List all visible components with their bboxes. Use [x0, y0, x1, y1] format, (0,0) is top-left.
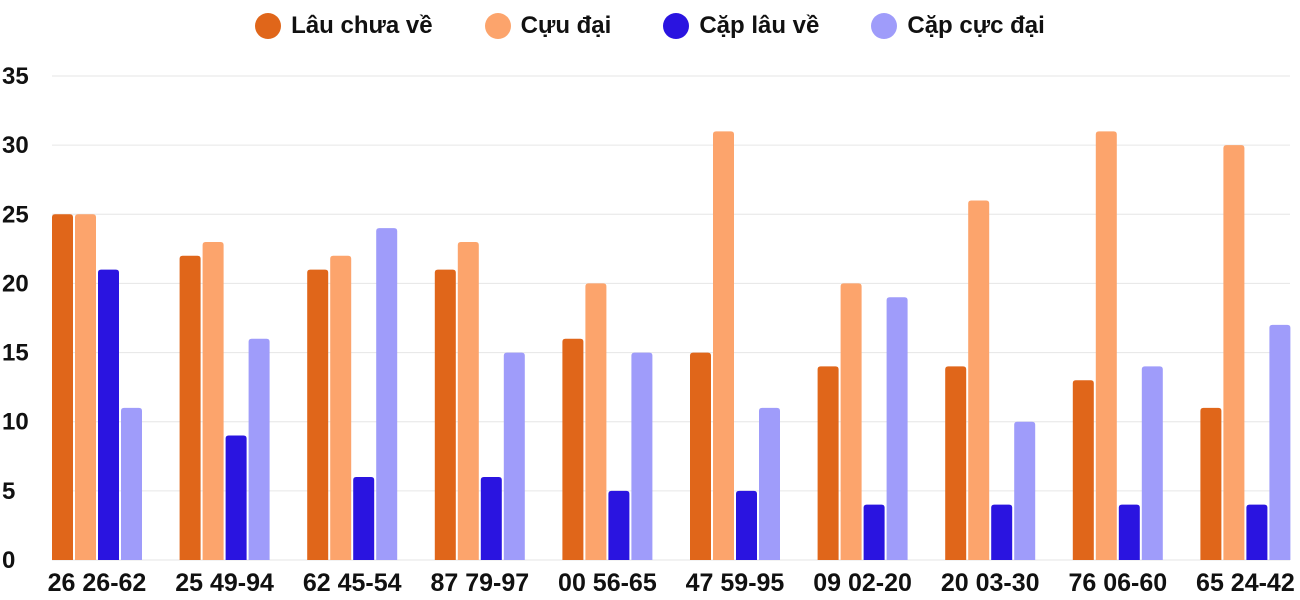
- x-tick-label: 65 24-42: [1196, 569, 1295, 597]
- y-tick-label: 5: [2, 478, 15, 505]
- legend-label: Lâu chưa về: [291, 12, 433, 39]
- x-axis: 26 26-62 25 49-94 62 45-54 87 79-97 00 56-65…: [48, 569, 1295, 597]
- x-tick-label: 87 79-97: [430, 569, 529, 597]
- bar-2-7[interactable]: [991, 504, 1013, 560]
- legend-label: Cặp cực đại: [907, 12, 1045, 39]
- bar-3-1[interactable]: [248, 338, 270, 560]
- bar-0-3[interactable]: [434, 269, 456, 560]
- y-tick-label: 0: [2, 547, 15, 574]
- x-tick-label: 26 26-62: [48, 569, 147, 597]
- bar-2-0[interactable]: [98, 269, 119, 560]
- bar-0-0[interactable]: [52, 214, 73, 561]
- y-tick-label: 15: [2, 340, 29, 367]
- bar-1-2[interactable]: [330, 255, 352, 560]
- bar-2-1[interactable]: [225, 435, 247, 560]
- legend-item-cap-cuc-dai[interactable]: Cặp cực đại: [871, 12, 1045, 40]
- x-tick-label: 20 03-30: [941, 569, 1040, 597]
- x-tick-label: 25 49-94: [175, 569, 274, 597]
- bar-2-2[interactable]: [353, 477, 375, 560]
- bar-3-6[interactable]: [886, 297, 908, 560]
- legend-swatch: [255, 13, 282, 39]
- bar-0-1[interactable]: [179, 255, 201, 560]
- y-tick-label: 30: [2, 132, 29, 159]
- bar-0-2[interactable]: [307, 269, 329, 560]
- bar-3-8[interactable]: [1141, 366, 1163, 560]
- bar-1-5[interactable]: [713, 131, 734, 561]
- bar-0-9[interactable]: [1200, 407, 1222, 560]
- y-axis: 0 5 10 15 20 25 30 35: [2, 63, 29, 574]
- bar-0-7[interactable]: [945, 366, 967, 560]
- bar-2-9[interactable]: [1246, 504, 1268, 560]
- y-tick-label: 10: [2, 409, 29, 436]
- bar-2-6[interactable]: [863, 504, 885, 560]
- bar-3-3[interactable]: [503, 352, 525, 560]
- bar-3-5[interactable]: [759, 407, 780, 560]
- bar-1-8[interactable]: [1095, 131, 1117, 561]
- bars: [52, 131, 1291, 561]
- bar-0-8[interactable]: [1072, 380, 1094, 560]
- bar-0-5[interactable]: [690, 352, 711, 560]
- y-tick-label: 35: [2, 63, 29, 90]
- bar-1-3[interactable]: [457, 241, 479, 560]
- bar-1-4[interactable]: [585, 283, 607, 560]
- bar-2-5[interactable]: [736, 490, 757, 560]
- x-tick-label: 09 02-20: [813, 569, 912, 597]
- bar-2-8[interactable]: [1118, 504, 1140, 560]
- legend-item-cuu-dai[interactable]: Cựu đại: [484, 12, 612, 40]
- x-tick-label: 62 45-54: [303, 569, 402, 597]
- legend-swatch: [484, 13, 511, 39]
- x-tick-label: 76 06-60: [1068, 569, 1167, 597]
- bar-3-7[interactable]: [1014, 421, 1036, 560]
- bar-1-6[interactable]: [840, 283, 862, 560]
- bar-1-0[interactable]: [75, 214, 96, 561]
- bar-3-4[interactable]: [631, 352, 653, 560]
- x-tick-label: 00 56-65: [558, 569, 657, 597]
- bar-3-0[interactable]: [121, 407, 142, 560]
- legend-swatch: [663, 13, 690, 39]
- bar-2-3[interactable]: [480, 477, 502, 560]
- bar-0-6[interactable]: [817, 366, 839, 560]
- legend-item-lau-chua-ve[interactable]: Lâu chưa về: [255, 12, 433, 40]
- bar-3-2[interactable]: [376, 228, 398, 560]
- chart-legend: Lâu chưa về Cựu đại Cặp lâu về Cặp cực đ…: [0, 8, 1300, 44]
- bar-1-9[interactable]: [1223, 145, 1245, 560]
- bar-1-1[interactable]: [202, 241, 224, 560]
- bar-3-9[interactable]: [1269, 324, 1291, 560]
- bar-2-4[interactable]: [608, 490, 630, 560]
- legend-label: Cặp lâu về: [699, 12, 820, 39]
- x-tick-label: 47 59-95: [686, 569, 785, 597]
- legend-item-cap-lau-ve[interactable]: Cặp lâu về: [663, 12, 819, 40]
- legend-label: Cựu đại: [520, 12, 612, 39]
- y-tick-label: 20: [2, 270, 29, 297]
- legend-swatch: [871, 13, 898, 39]
- bar-1-7[interactable]: [968, 200, 990, 560]
- y-tick-label: 25: [2, 201, 29, 228]
- bar-0-4[interactable]: [562, 338, 584, 560]
